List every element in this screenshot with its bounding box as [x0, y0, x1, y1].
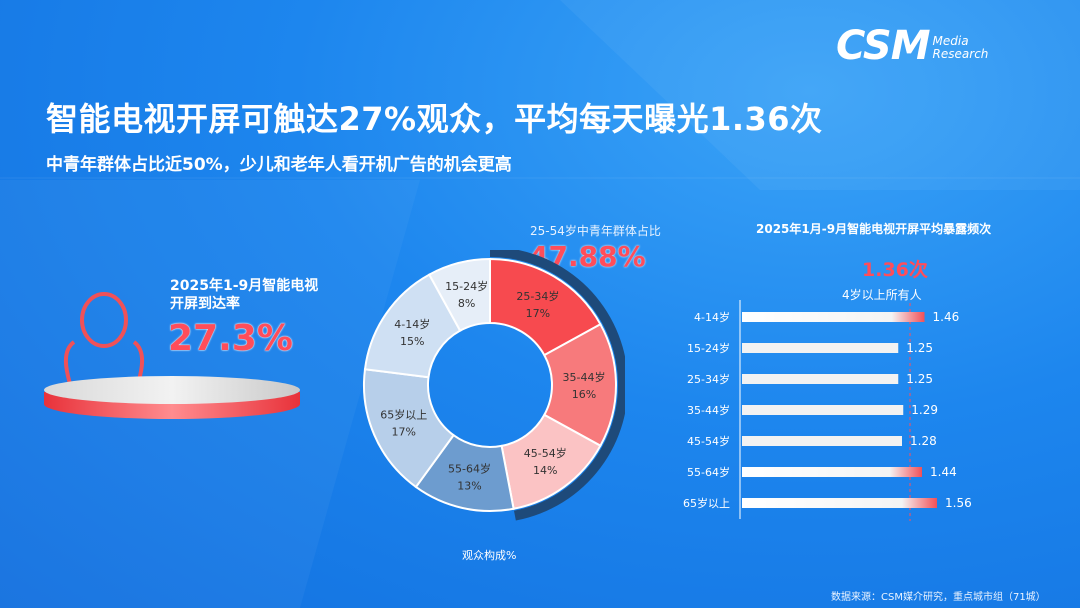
donut-slice-value-label: 8%	[458, 297, 475, 310]
bar-category-label: 15-24岁	[687, 341, 730, 355]
donut-slice-category-label: 45-54岁	[524, 446, 567, 460]
donut-slice-category-label: 25-34岁	[516, 289, 559, 303]
donut-slice-category-label: 55-64岁	[448, 462, 491, 476]
logo-sub-line2: Research	[932, 47, 989, 61]
donut-slice-value-label: 14%	[533, 464, 557, 477]
person-outline-icon	[64, 292, 144, 386]
donut-caption: 观众构成%	[462, 549, 517, 562]
highlight-label: 25-54岁中青年群体占比	[530, 224, 661, 238]
bar	[742, 498, 937, 508]
bar-category-label: 25-34岁	[687, 372, 730, 386]
bar	[742, 436, 902, 446]
page-title: 智能电视开屏可触达27%观众，平均每天曝光1.36次	[46, 100, 823, 138]
bar-category-label: 55-64岁	[687, 465, 730, 479]
donut-slice-category-label: 4-14岁	[394, 317, 430, 331]
donut-slice-category-label: 15-24岁	[445, 279, 488, 293]
reach-label: 2025年1-9月智能电视 开屏到达率	[170, 277, 370, 313]
bar-value-label: 1.25	[906, 341, 933, 355]
bar	[742, 467, 922, 477]
reach-label-line1: 2025年1-9月智能电视	[170, 278, 319, 294]
bar-value-label: 1.25	[906, 372, 933, 386]
bar-category-label: 35-44岁	[687, 403, 730, 417]
donut-slice-value-label: 17%	[392, 425, 416, 438]
bar-category-label: 65岁以上	[683, 496, 730, 510]
average-frequency-value: 1.36次	[862, 259, 928, 281]
bar-category-label: 4-14岁	[694, 310, 730, 324]
bar	[742, 312, 925, 322]
bar-value-label: 1.28	[910, 434, 937, 448]
bar-value-label: 1.29	[911, 403, 938, 417]
donut-slice-value-label: 16%	[572, 388, 596, 401]
bar-chart-title: 2025年1月-9月智能电视开屏平均暴露频次	[756, 222, 992, 236]
data-source-note: 数据来源：CSM媒介研究，重点城市组（71城）	[831, 592, 1046, 603]
bar-value-label: 1.44	[930, 465, 957, 479]
donut-slice-value-label: 13%	[457, 480, 481, 493]
donut-slice-6	[427, 257, 491, 333]
bar	[742, 374, 899, 384]
reach-label-line2: 开屏到达率	[170, 296, 240, 312]
csm-logo: CSM Media Research	[836, 26, 988, 66]
page-subtitle: 中青年群体占比近50%，少儿和老年人看开机广告的机会更高	[46, 155, 512, 175]
donut-slice-value-label: 17%	[526, 307, 550, 320]
bar	[742, 343, 899, 353]
donut-slice-category-label: 35-44岁	[563, 370, 606, 384]
donut-slice-category-label: 65岁以上	[380, 407, 427, 421]
logo-sub-line1: Media	[932, 34, 969, 48]
bar-value-label: 1.46	[933, 310, 960, 324]
reach-value: 27.3%	[168, 318, 293, 359]
bar-category-label: 45-54岁	[687, 434, 730, 448]
bar-value-label: 1.56	[945, 496, 972, 510]
exposure-frequency-bar-chart: 4-14岁 1.46 15-24岁 1.25 25-34岁 1.25 35-44岁 1.29 4…	[683, 300, 972, 521]
person-on-pedestal-icon	[44, 292, 300, 419]
logo-main-text: CSM	[836, 23, 931, 69]
logo-sub-text: Media Research	[933, 35, 989, 61]
audience-composition-donut-chart: 25-34岁 17% 35-44岁 16% 45-54岁 14% 55-64岁 13% 65岁以…	[363, 250, 625, 521]
donut-slice-value-label: 15%	[400, 335, 424, 348]
average-frequency-label: 4岁以上所有人	[842, 288, 922, 302]
bar	[742, 405, 904, 415]
